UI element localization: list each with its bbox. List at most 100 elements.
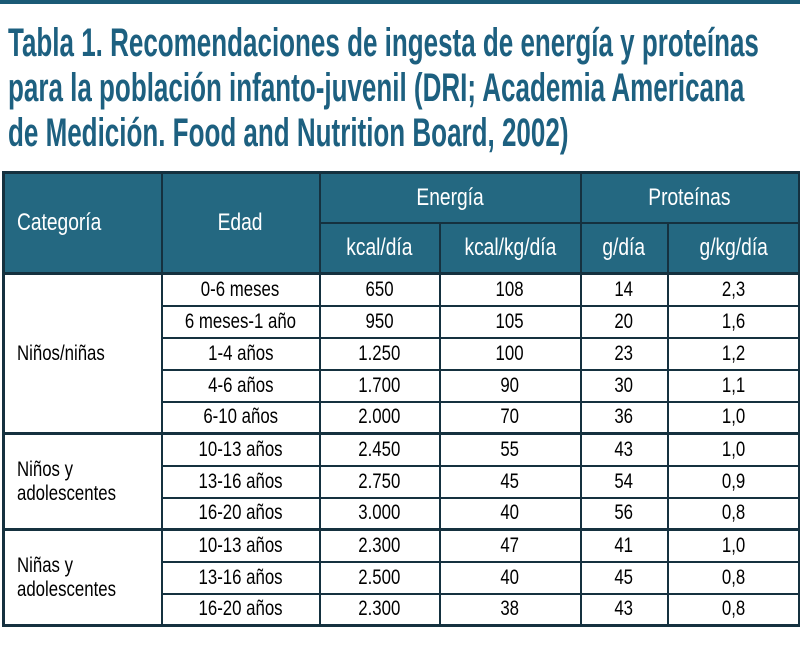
g-dia-value: 54	[614, 469, 634, 493]
cell-edad: 10-13 años	[160, 432, 321, 467]
kcal-kg-dia-value: 70	[500, 405, 520, 429]
kcal-kg-dia-value: 105	[495, 309, 525, 333]
edad-value: 13-16 años	[198, 565, 283, 589]
header-row-top: Categoría Edad Energía Proteínas	[2, 171, 800, 275]
header-energia-label: Energía	[416, 183, 484, 211]
cell-g-dia: 20	[579, 304, 669, 339]
kcal-dia-value: 2.450	[358, 437, 401, 461]
kcal-dia-value: 650	[365, 277, 394, 301]
group-ninos-adolescentes: Niños y adolescentes 10-13 años 2.450 55…	[2, 432, 800, 531]
cell-g-kg-dia: 1,6	[666, 304, 800, 339]
cell-g-dia: 45	[579, 560, 669, 595]
g-kg-dia-value: 0,8	[721, 565, 745, 589]
g-dia-value: 23	[614, 341, 634, 365]
cell-g-dia: 41	[579, 528, 669, 563]
kcal-kg-dia-value: 90	[500, 373, 520, 397]
g-dia-value: 43	[614, 597, 634, 621]
header-categoria-label: Categoría	[17, 209, 102, 236]
cell-kcal-dia: 1.700	[318, 368, 441, 403]
cell-kcal-kg-dia: 70	[438, 400, 582, 435]
edad-value: 4-6 años	[207, 373, 274, 397]
cell-kcal-dia: 2.300	[318, 592, 441, 627]
cell-kcal-dia: 650	[318, 272, 441, 307]
table-row: 13-16 años 2.500 40 45 0,8	[4, 560, 800, 595]
cell-kcal-kg-dia: 40	[438, 560, 582, 595]
kcal-kg-dia-value: 40	[500, 501, 520, 525]
header-g-kg-dia-label: g/kg/día	[699, 233, 768, 261]
cell-g-kg-dia: 1,0	[666, 400, 800, 435]
table-row: 6-10 años 2.000 70 36 1,0	[4, 400, 800, 435]
cell-kcal-kg-dia: 38	[438, 592, 582, 627]
cell-edad: 6-10 años	[160, 400, 321, 435]
cell-kcal-dia: 950	[318, 304, 441, 339]
g-kg-dia-value: 1,1	[721, 373, 745, 397]
header-categoria: Categoría	[2, 171, 163, 275]
kcal-dia-value: 1.700	[358, 373, 401, 397]
cell-edad: 16-20 años	[160, 592, 321, 627]
category-label: Niños/niñas	[17, 341, 105, 365]
table-row: 1-4 años 1.250 100 23 1,2	[4, 336, 800, 371]
cell-g-dia: 43	[579, 592, 669, 627]
top-rule	[0, 0, 800, 4]
kcal-dia-value: 3.000	[358, 501, 401, 525]
cell-kcal-kg-dia: 55	[438, 432, 582, 467]
table-row: 16-20 años 3.000 40 56 0,8	[4, 496, 800, 531]
page-title-text-3: de Medición. Food and Nutrition Board, 2…	[8, 111, 569, 155]
cell-edad: 13-16 años	[160, 560, 321, 595]
cell-g-kg-dia: 1,2	[666, 336, 800, 371]
cell-edad: 10-13 años	[160, 528, 321, 563]
cell-g-kg-dia: 0,8	[666, 592, 800, 627]
g-dia-value: 36	[614, 405, 634, 429]
header-g-dia: g/día	[579, 221, 669, 275]
nutrition-table: Categoría Edad Energía Proteínas kcal/dí…	[2, 171, 800, 627]
kcal-kg-dia-value: 45	[500, 469, 520, 493]
edad-value: 10-13 años	[198, 533, 283, 557]
g-dia-value: 41	[614, 533, 634, 557]
cell-kcal-dia: 2.750	[318, 464, 441, 499]
kcal-dia-value: 2.300	[358, 533, 401, 557]
page-title-line-1: Tabla 1. Recomendaciones de ingesta de e…	[8, 21, 800, 66]
cell-g-dia: 56	[579, 496, 669, 531]
edad-value: 6 meses-1 año	[184, 309, 297, 333]
cell-kcal-dia: 1.250	[318, 336, 441, 371]
cell-g-dia: 36	[579, 400, 669, 435]
g-kg-dia-value: 0,8	[721, 501, 745, 525]
cell-edad: 16-20 años	[160, 496, 321, 531]
g-dia-value: 14	[614, 277, 634, 301]
cell-g-kg-dia: 0,8	[666, 560, 800, 595]
cell-kcal-kg-dia: 90	[438, 368, 582, 403]
header-edad-label: Edad	[218, 209, 263, 236]
kcal-kg-dia-value: 40	[500, 565, 520, 589]
cell-g-dia: 43	[579, 432, 669, 467]
g-kg-dia-value: 0,8	[721, 597, 745, 621]
cell-g-dia: 14	[579, 272, 669, 307]
cell-g-kg-dia: 0,8	[666, 496, 800, 531]
g-kg-dia-value: 1,0	[721, 437, 745, 461]
header-kcal-dia-label: kcal/día	[346, 233, 413, 261]
cell-edad: 4-6 años	[160, 368, 321, 403]
table-row: Niñas y adolescentes 10-13 años 2.300 47…	[2, 528, 800, 627]
cell-category: Niños y adolescentes	[2, 432, 163, 531]
g-kg-dia-value: 1,0	[721, 405, 745, 429]
kcal-dia-value: 2.000	[358, 405, 401, 429]
page-title-text-1: Tabla 1. Recomendaciones de ingesta de e…	[8, 21, 759, 65]
g-dia-value: 43	[614, 437, 634, 461]
g-kg-dia-value: 1,6	[721, 309, 745, 333]
g-kg-dia-value: 1,2	[721, 341, 745, 365]
kcal-dia-value: 1.250	[358, 341, 401, 365]
cell-edad: 1-4 años	[160, 336, 321, 371]
cell-g-dia: 23	[579, 336, 669, 371]
category-label: adolescentes	[17, 481, 117, 505]
g-dia-value: 45	[614, 565, 634, 589]
cell-kcal-kg-dia: 47	[438, 528, 582, 563]
g-kg-dia-value: 1,0	[721, 533, 745, 557]
table-row: 6 meses-1 año 950 105 20 1,6	[4, 304, 800, 339]
cell-g-kg-dia: 1,0	[666, 528, 800, 563]
header-proteinas-label: Proteínas	[648, 183, 731, 211]
g-dia-value: 20	[614, 309, 634, 333]
table-row: 16-20 años 2.300 38 43 0,8	[4, 592, 800, 627]
header-row-units: kcal/día kcal/kg/día g/día g/kg/día	[4, 221, 800, 275]
edad-value: 13-16 años	[198, 469, 283, 493]
kcal-kg-dia-value: 47	[500, 533, 520, 557]
table-row: Niños y adolescentes 10-13 años 2.450 55…	[2, 432, 800, 531]
